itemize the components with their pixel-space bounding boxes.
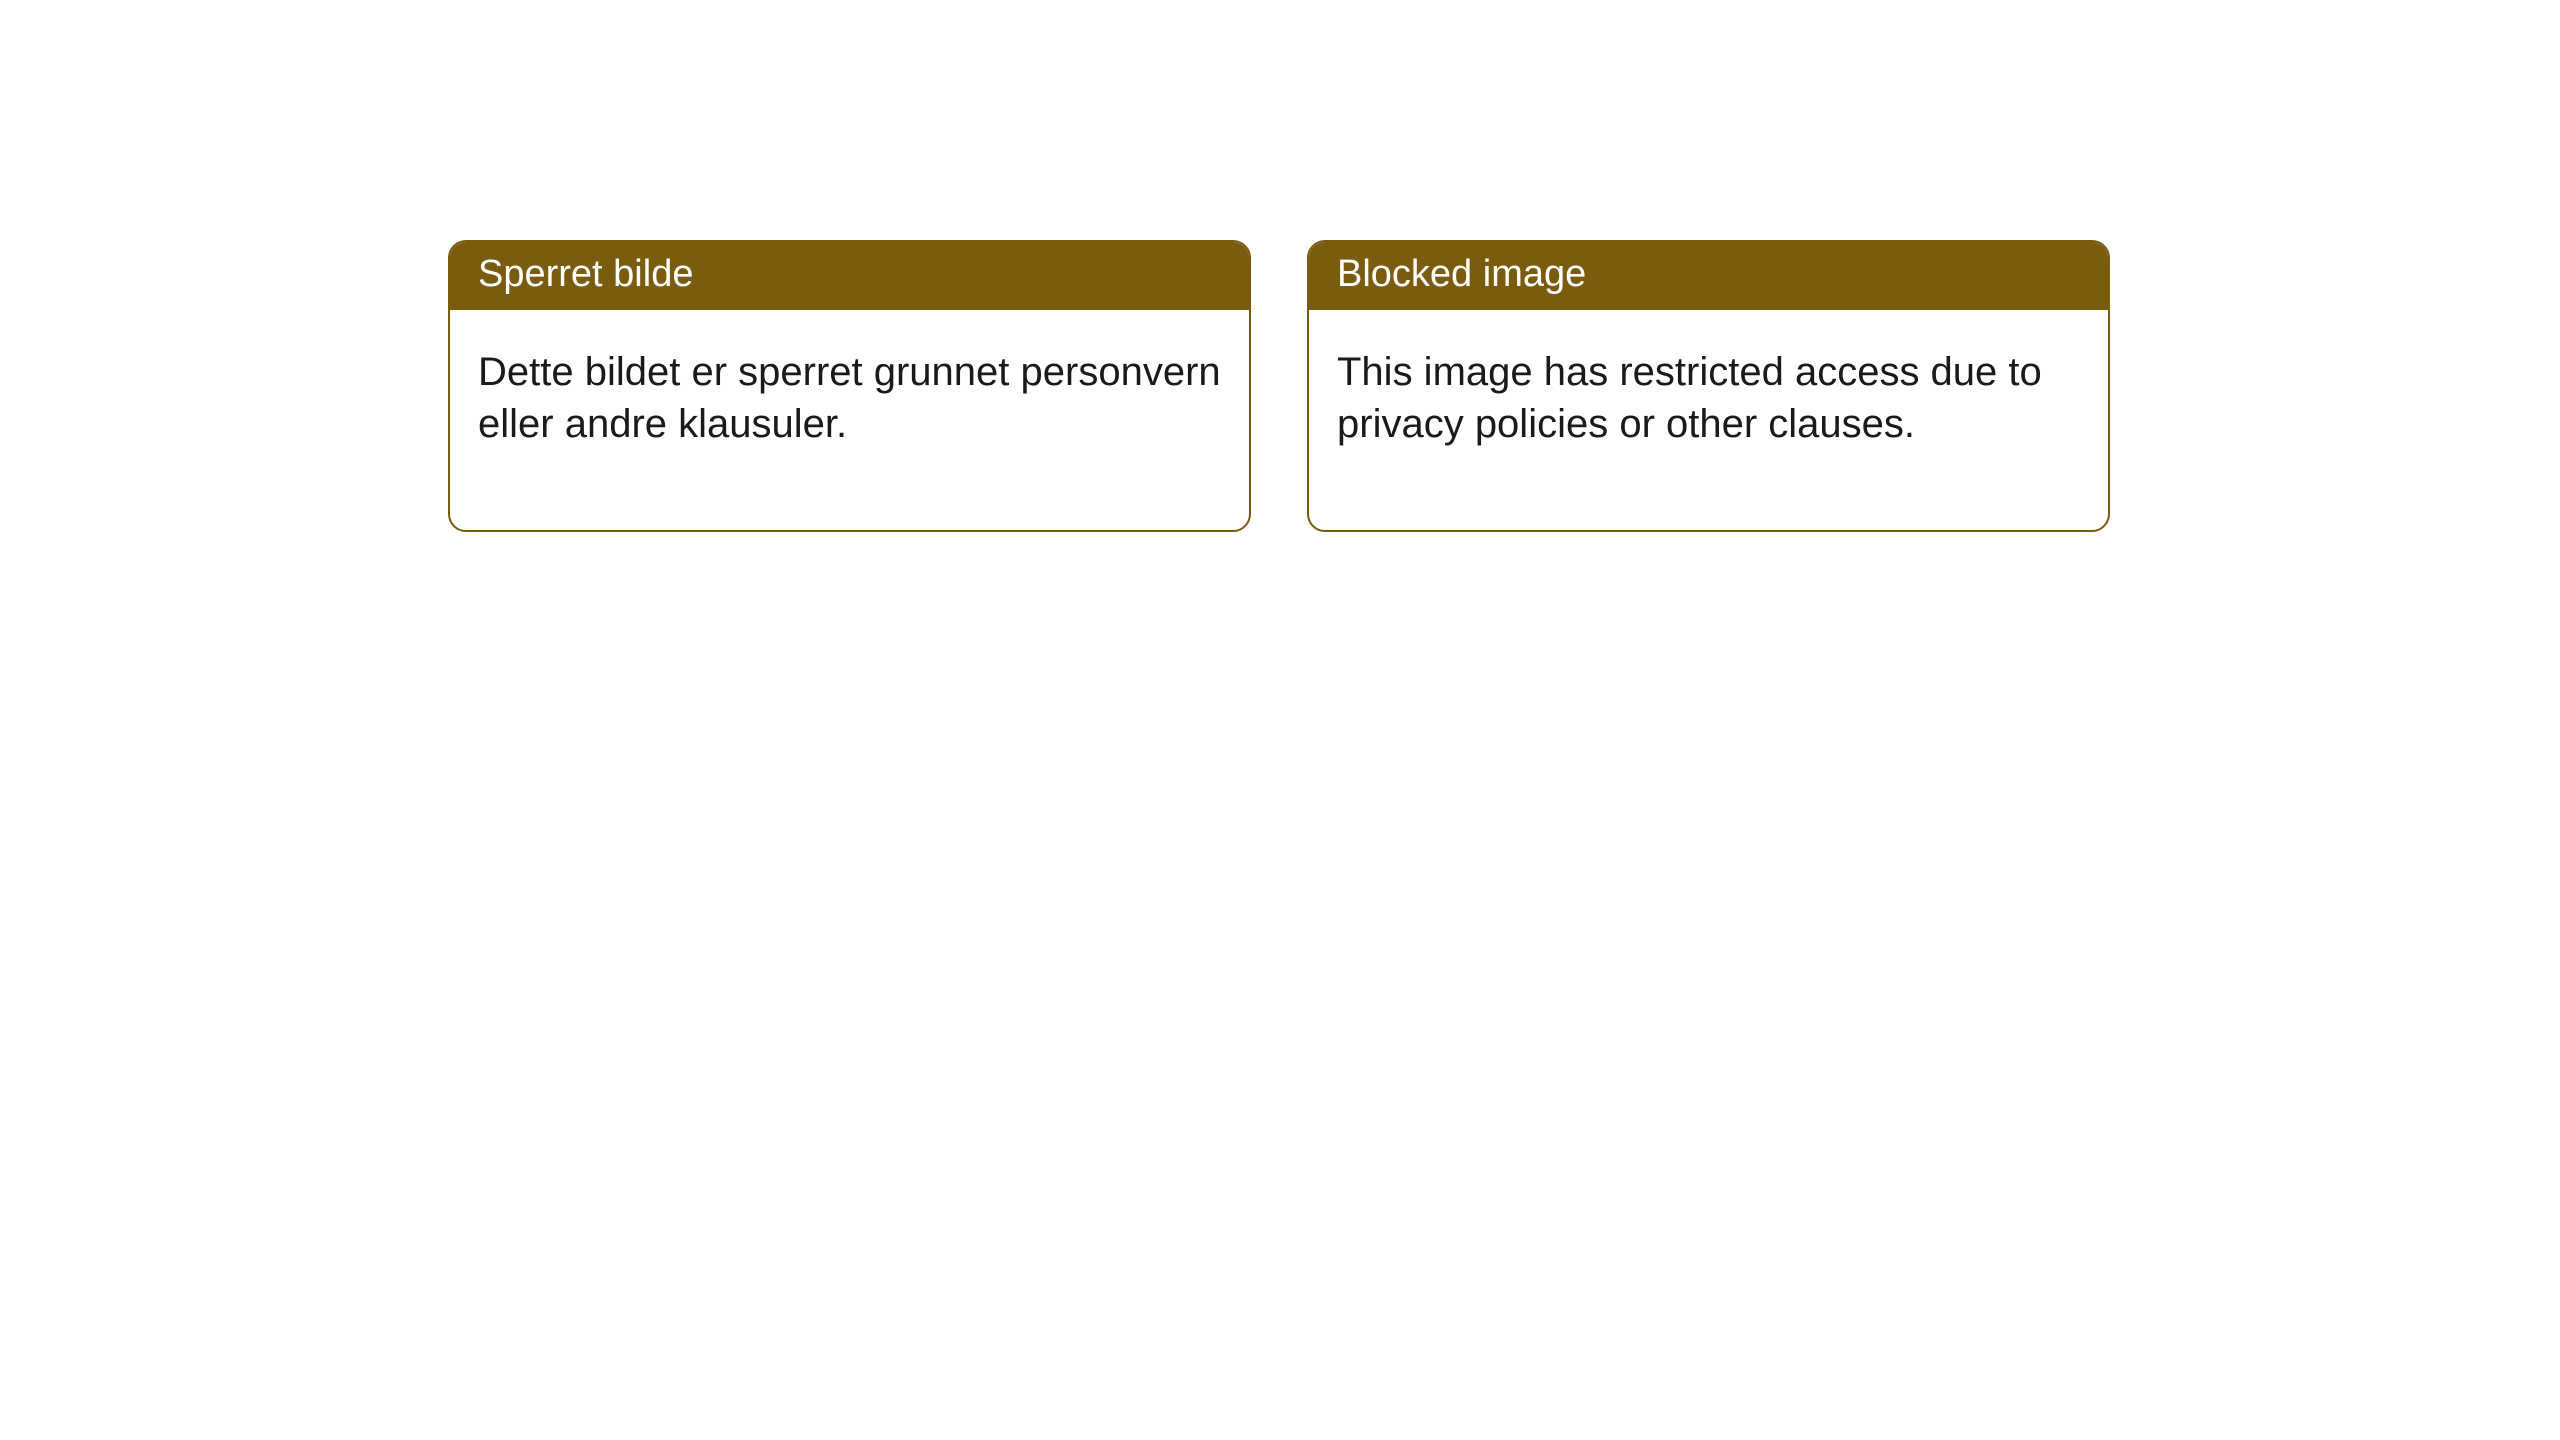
notice-cards-container: Sperret bilde Dette bildet er sperret gr…	[0, 0, 2560, 532]
notice-card-body: This image has restricted access due to …	[1309, 310, 2108, 530]
notice-card-norwegian: Sperret bilde Dette bildet er sperret gr…	[448, 240, 1251, 532]
notice-card-body: Dette bildet er sperret grunnet personve…	[450, 310, 1249, 530]
notice-card-title: Sperret bilde	[450, 242, 1249, 310]
notice-card-title: Blocked image	[1309, 242, 2108, 310]
notice-card-english: Blocked image This image has restricted …	[1307, 240, 2110, 532]
